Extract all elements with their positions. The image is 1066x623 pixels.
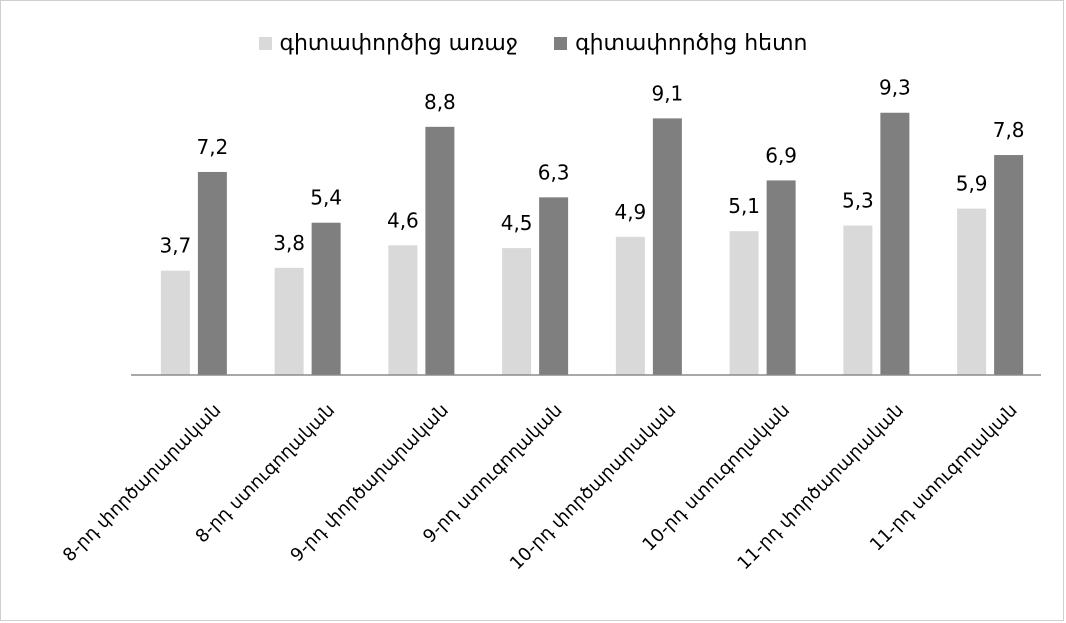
data-label-after-6: 9,3	[879, 76, 911, 100]
bar-after-5	[766, 180, 796, 375]
bar-after-4	[652, 118, 682, 375]
bar-after-2	[425, 126, 455, 375]
legend-label-after: գիտափործից հետո	[575, 31, 808, 56]
data-label-after-2: 8,8	[424, 90, 456, 114]
data-label-before-5: 5,1	[728, 194, 760, 218]
data-label-before-0: 3,7	[159, 234, 191, 258]
data-label-before-3: 4,5	[501, 211, 533, 235]
bar-before-0	[160, 270, 190, 375]
legend-label-before: գիտափործից առաջ	[279, 31, 519, 56]
data-label-after-5: 6,9	[765, 143, 797, 167]
bar-before-1	[274, 267, 304, 375]
bar-before-6	[843, 225, 873, 375]
bar-before-3	[502, 248, 532, 375]
bar-after-6	[880, 112, 910, 376]
legend: գիտափործից առաջ գիտափործից հետո	[1, 31, 1065, 56]
bar-before-4	[615, 236, 645, 375]
data-label-before-2: 4,6	[387, 208, 419, 232]
bar-after-0	[197, 171, 227, 375]
legend-item-after: գիտափործից հետո	[554, 31, 807, 56]
legend-item-before: գիտափործից առաջ	[258, 31, 519, 56]
data-label-after-1: 5,4	[310, 186, 342, 210]
data-label-before-7: 5,9	[956, 172, 988, 196]
data-label-after-3: 6,3	[538, 160, 570, 184]
data-label-after-7: 7,8	[993, 118, 1025, 142]
data-label-before-4: 4,9	[614, 200, 646, 224]
data-label-before-6: 5,3	[842, 189, 874, 213]
bar-before-5	[729, 231, 759, 375]
bar-after-3	[539, 197, 569, 375]
data-label-after-4: 9,1	[651, 81, 683, 105]
bar-after-7	[994, 155, 1024, 375]
bar-after-1	[311, 222, 341, 375]
legend-swatch-after	[554, 37, 568, 50]
data-label-after-0: 7,2	[196, 135, 228, 159]
bar-before-7	[957, 208, 987, 375]
data-label-before-1: 3,8	[273, 231, 305, 255]
bar-before-2	[388, 245, 418, 375]
legend-swatch-before	[258, 37, 272, 50]
